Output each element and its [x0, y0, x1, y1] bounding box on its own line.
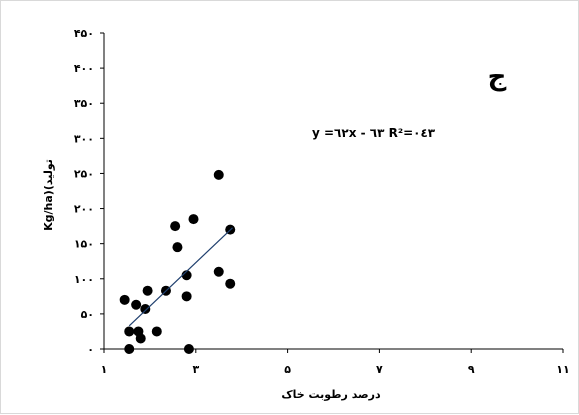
data-points	[120, 170, 236, 354]
y-tick-labels: ۰ ۵۰ ۱۰۰ ۱۵۰ ۲۰۰ ۲۵۰ ۳۰۰ ۳۵۰ ۴۰۰ ۴۵۰	[74, 27, 104, 356]
data-point	[131, 300, 141, 310]
y-tick-label: ۰	[87, 343, 94, 356]
x-axis-title: درصد رطوبت خاک	[281, 388, 381, 401]
data-point	[189, 214, 199, 224]
x-tick-label: ۳	[192, 363, 199, 376]
data-point	[120, 295, 130, 305]
data-point	[136, 333, 146, 343]
y-tick-label: ۲۵۰	[74, 167, 94, 180]
y-tick-label: ۴۵۰	[74, 27, 94, 40]
y-tick-label: ۳۰۰	[74, 132, 94, 145]
data-point	[182, 291, 192, 301]
data-point	[214, 267, 224, 277]
data-point	[124, 326, 134, 336]
trendline-group	[129, 228, 232, 326]
x-tick-labels: ۱ ۳ ۵ ۷ ۹ ۱۱	[101, 349, 570, 376]
x-tick-label: ۹	[468, 363, 475, 376]
x-tick-label: ۱	[101, 363, 108, 376]
data-point	[143, 286, 153, 296]
y-axis-title: Kg/ha)(تولید	[42, 159, 55, 231]
y-tick-label: ۴۰۰	[74, 62, 94, 75]
x-tick-label: ۱۱	[556, 363, 569, 376]
x-tick-label: ۷	[376, 363, 383, 376]
data-point	[172, 242, 182, 252]
data-point	[214, 170, 224, 180]
y-tick-label: ۱۰۰	[74, 273, 94, 286]
y-tick-label: ۳۵۰	[74, 97, 94, 110]
data-point	[140, 304, 150, 314]
y-tick-label: ۲۰۰	[74, 203, 94, 216]
y-tick-label: ۵۰	[81, 308, 94, 321]
data-point	[170, 221, 180, 231]
regression-equation: y =٦٢x - ٦٣ R²=٠٤٣	[312, 126, 436, 140]
panel-label: ج	[488, 62, 507, 92]
data-point	[225, 279, 235, 289]
y-tick-label: ۱۵۰	[74, 238, 94, 251]
x-tick-label: ۵	[284, 363, 291, 376]
data-point	[124, 344, 134, 354]
data-point	[184, 344, 194, 354]
trendline	[129, 228, 232, 326]
data-point	[152, 326, 162, 336]
